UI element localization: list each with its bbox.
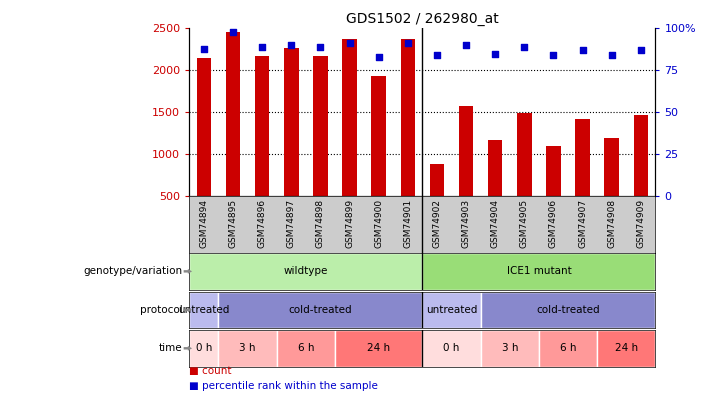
Bar — [277, 330, 335, 367]
Bar — [189, 253, 423, 290]
Text: GSM74896: GSM74896 — [257, 199, 266, 248]
Text: GSM74902: GSM74902 — [433, 199, 442, 248]
Point — [431, 52, 442, 58]
Bar — [488, 140, 503, 196]
Text: cold-treated: cold-treated — [289, 305, 352, 315]
Point — [198, 45, 210, 52]
Text: ■ percentile rank within the sample: ■ percentile rank within the sample — [189, 381, 378, 390]
Text: GSM74901: GSM74901 — [403, 199, 412, 248]
Bar — [196, 58, 211, 196]
Text: GSM74906: GSM74906 — [549, 199, 558, 248]
Bar — [481, 292, 655, 328]
Bar — [423, 330, 481, 367]
Point — [402, 40, 414, 47]
Text: protocol: protocol — [139, 305, 182, 315]
Bar — [458, 106, 473, 196]
Text: GSM74907: GSM74907 — [578, 199, 587, 248]
Bar — [517, 113, 531, 196]
Text: GSM74895: GSM74895 — [229, 199, 238, 248]
Bar — [423, 292, 481, 328]
Bar — [313, 55, 327, 196]
Point — [373, 54, 384, 60]
Text: GSM74898: GSM74898 — [316, 199, 325, 248]
Bar — [430, 164, 444, 196]
Bar — [634, 115, 648, 196]
Point — [489, 50, 501, 57]
Point — [315, 44, 326, 50]
Bar — [546, 146, 561, 196]
Text: GSM74897: GSM74897 — [287, 199, 296, 248]
Point — [285, 42, 297, 48]
Text: GSM74909: GSM74909 — [637, 199, 646, 248]
Point — [635, 47, 646, 53]
Bar — [604, 138, 619, 196]
Point — [606, 52, 618, 58]
Bar — [597, 330, 655, 367]
Text: GSM74905: GSM74905 — [520, 199, 529, 248]
Bar — [423, 253, 655, 290]
Point — [577, 47, 588, 53]
Text: genotype/variation: genotype/variation — [83, 266, 182, 276]
Text: GSM74894: GSM74894 — [199, 199, 208, 248]
Text: 0 h: 0 h — [196, 343, 212, 353]
Text: 3 h: 3 h — [501, 343, 518, 353]
Text: GSM74899: GSM74899 — [345, 199, 354, 248]
Text: 24 h: 24 h — [615, 343, 638, 353]
Point — [461, 42, 472, 48]
Text: ■ count: ■ count — [189, 367, 232, 376]
Text: GSM74903: GSM74903 — [461, 199, 470, 248]
Bar — [219, 330, 277, 367]
Text: 24 h: 24 h — [367, 343, 390, 353]
Point — [344, 40, 355, 47]
Text: ICE1 mutant: ICE1 mutant — [507, 266, 571, 276]
Bar — [481, 330, 539, 367]
Bar — [284, 48, 299, 196]
Point — [257, 44, 268, 50]
Text: 6 h: 6 h — [560, 343, 576, 353]
Point — [548, 52, 559, 58]
Text: 3 h: 3 h — [239, 343, 256, 353]
Text: 0 h: 0 h — [443, 343, 460, 353]
Bar — [342, 39, 357, 196]
Point — [519, 44, 530, 50]
Text: GSM74904: GSM74904 — [491, 199, 500, 248]
Bar — [189, 330, 219, 367]
Bar — [219, 292, 423, 328]
Text: time: time — [158, 343, 182, 353]
Bar — [372, 76, 386, 196]
Bar — [335, 330, 423, 367]
Text: 6 h: 6 h — [297, 343, 314, 353]
Bar — [400, 39, 415, 196]
Text: cold-treated: cold-treated — [536, 305, 600, 315]
Bar — [189, 292, 219, 328]
Text: GSM74908: GSM74908 — [607, 199, 616, 248]
Bar — [255, 56, 269, 196]
Text: GSM74900: GSM74900 — [374, 199, 383, 248]
Point — [227, 28, 238, 35]
Text: untreated: untreated — [178, 305, 229, 315]
Bar — [539, 330, 597, 367]
Title: GDS1502 / 262980_at: GDS1502 / 262980_at — [346, 12, 498, 26]
Bar — [226, 32, 240, 196]
Bar — [576, 119, 590, 196]
Text: wildtype: wildtype — [284, 266, 328, 276]
Text: untreated: untreated — [426, 305, 477, 315]
